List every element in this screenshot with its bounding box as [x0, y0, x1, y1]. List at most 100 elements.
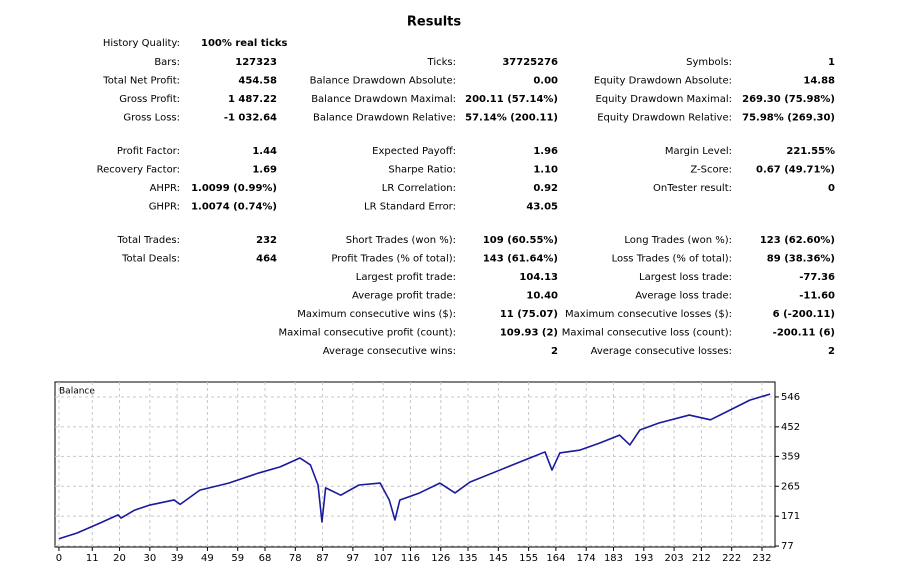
- stat-value: 232: [256, 235, 277, 246]
- y-tick-label: 77: [781, 541, 794, 552]
- stat-value: 37725276: [502, 57, 558, 68]
- x-tick-label: 107: [374, 553, 393, 564]
- y-tick-label: 452: [781, 422, 800, 433]
- stat-label: Maximum consecutive losses ($):: [565, 309, 732, 320]
- stat-value: 75.98% (269.30): [742, 113, 835, 124]
- stat-value: 57.14% (200.11): [465, 113, 558, 124]
- stat-label: Loss Trades (% of total):: [612, 254, 732, 265]
- stat-value: -11.60: [799, 291, 835, 302]
- stat-value: 1.44: [252, 146, 277, 157]
- stat-value: 100% real ticks: [201, 38, 288, 49]
- stat-label: Short Trades (won %):: [346, 235, 456, 246]
- x-tick-label: 59: [231, 553, 244, 564]
- stat-label: Balance Drawdown Relative:: [313, 113, 456, 124]
- x-tick-label: 164: [546, 553, 565, 564]
- x-tick-label: 212: [692, 553, 711, 564]
- stat-label: LR Correlation:: [382, 183, 456, 194]
- x-tick-label: 155: [519, 553, 538, 564]
- x-tick-label: 87: [316, 553, 329, 564]
- stat-value: -77.36: [799, 272, 835, 283]
- stat-value: 2: [828, 346, 835, 357]
- x-tick-label: 174: [577, 553, 596, 564]
- x-tick-label: 222: [722, 553, 741, 564]
- x-tick-label: 126: [431, 553, 450, 564]
- stat-label: LR Standard Error:: [364, 202, 456, 213]
- stat-value: 6 (-200.11): [773, 309, 835, 320]
- x-tick-label: 145: [489, 553, 508, 564]
- x-tick-label: 97: [347, 553, 360, 564]
- y-tick-label: 171: [781, 511, 800, 522]
- x-tick-label: 183: [604, 553, 623, 564]
- stat-value: 0.67 (49.71%): [756, 165, 835, 176]
- stat-value: 1.69: [252, 165, 277, 176]
- x-tick-label: 78: [289, 553, 302, 564]
- stat-value: 10.40: [526, 291, 558, 302]
- stat-label: Maximal consecutive profit (count):: [278, 328, 456, 339]
- stat-value: 0: [828, 183, 835, 194]
- stat-value: 0.92: [533, 183, 558, 194]
- stat-value: 127323: [235, 57, 277, 68]
- stat-value: 2: [551, 346, 558, 357]
- x-tick-label: 39: [171, 553, 184, 564]
- stat-label: Equity Drawdown Relative:: [597, 113, 732, 124]
- stat-label: Average consecutive wins:: [323, 346, 456, 357]
- stat-value: 200.11 (57.14%): [465, 94, 558, 105]
- stat-label: Total Trades:: [117, 235, 181, 246]
- x-tick-label: 20: [113, 553, 126, 564]
- x-tick-label: 49: [201, 553, 214, 564]
- stat-label: Expected Payoff:: [372, 146, 456, 157]
- stat-label: Average consecutive losses:: [591, 346, 732, 357]
- stat-label: Equity Drawdown Maximal:: [595, 94, 732, 105]
- stat-value: 109.93 (2): [500, 328, 558, 339]
- stat-value: 269.30 (75.98%): [742, 94, 835, 105]
- stat-label: Profit Trades (% of total):: [331, 254, 456, 265]
- stat-value: -1 032.64: [224, 113, 277, 124]
- stat-label: Symbols:: [686, 57, 732, 68]
- y-tick-label: 546: [781, 392, 800, 403]
- y-tick-label: 359: [781, 451, 800, 462]
- stat-label: Gross Profit:: [119, 94, 180, 105]
- x-tick-label: 116: [401, 553, 420, 564]
- stat-value: 1.0099 (0.99%): [191, 183, 277, 194]
- x-tick-label: 11: [86, 553, 99, 564]
- stat-label: Z-Score:: [690, 165, 732, 176]
- stat-value: 1 487.22: [228, 94, 277, 105]
- stat-label: Equity Drawdown Absolute:: [594, 76, 732, 87]
- stat-value: 1: [828, 57, 835, 68]
- stat-value: 11 (75.07): [500, 309, 558, 320]
- stat-label: Maximum consecutive wins ($):: [297, 309, 456, 320]
- stat-value: 89 (38.36%): [767, 254, 835, 265]
- stat-value: 104.13: [519, 272, 558, 283]
- x-tick-label: 0: [56, 553, 62, 564]
- stat-label: Bars:: [154, 57, 180, 68]
- stat-value: 1.10: [533, 165, 558, 176]
- stat-label: Gross Loss:: [123, 113, 180, 124]
- stat-label: Recovery Factor:: [97, 165, 180, 176]
- stat-label: Total Deals:: [121, 254, 180, 265]
- stat-value: 1.96: [533, 146, 558, 157]
- stat-value: 454.58: [238, 76, 277, 87]
- x-tick-label: 135: [458, 553, 477, 564]
- report-title: Results: [407, 15, 461, 30]
- stat-label: Maximal consecutive loss (count):: [562, 328, 732, 339]
- stat-label: GHPR:: [149, 202, 180, 213]
- stat-value: 143 (61.64%): [483, 254, 558, 265]
- stat-label: History Quality:: [103, 38, 180, 49]
- x-tick-label: 68: [259, 553, 272, 564]
- stat-label: Average profit trade:: [352, 291, 456, 302]
- stat-label: Margin Level:: [665, 146, 732, 157]
- stat-value: 14.88: [803, 76, 835, 87]
- stat-label: Balance Drawdown Maximal:: [311, 94, 456, 105]
- stat-value: 221.55%: [786, 146, 835, 157]
- stat-value: -200.11 (6): [773, 328, 835, 339]
- stat-label: Profit Factor:: [117, 146, 180, 157]
- stat-value: 43.05: [526, 202, 558, 213]
- stat-label: OnTester result:: [653, 183, 732, 194]
- chart-title: Balance: [59, 387, 95, 397]
- x-tick-label: 193: [634, 553, 653, 564]
- x-tick-label: 232: [752, 553, 771, 564]
- x-tick-label: 203: [665, 553, 684, 564]
- stat-value: 0.00: [533, 76, 558, 87]
- balance-line: [58, 393, 771, 540]
